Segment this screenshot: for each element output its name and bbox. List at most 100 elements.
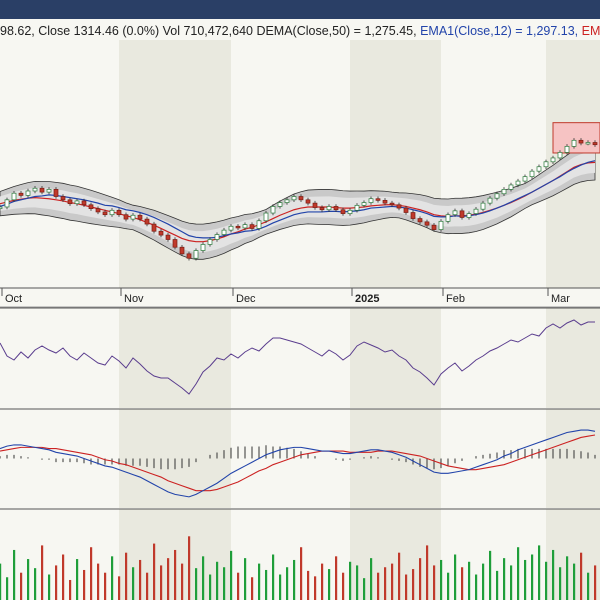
- candle-down: [39, 187, 45, 193]
- volume-bar: [426, 545, 429, 600]
- candle-up: [452, 210, 458, 216]
- candle-up: [585, 142, 591, 145]
- candle-down: [431, 224, 437, 230]
- month-label: 2025: [355, 293, 379, 305]
- volume-bar: [188, 536, 191, 600]
- candle-up: [242, 224, 248, 229]
- candle-up: [109, 209, 115, 216]
- volume-bar: [531, 554, 534, 600]
- volume-bar: [34, 568, 37, 600]
- volume-bar: [244, 558, 247, 600]
- volume-bar: [118, 576, 121, 600]
- volume-bar: [111, 556, 114, 600]
- candle-up: [550, 157, 556, 163]
- candle-down: [578, 139, 584, 144]
- candle-up: [207, 239, 213, 245]
- candle-up: [508, 184, 514, 190]
- volume-bar: [489, 550, 492, 600]
- candle-up: [501, 189, 507, 195]
- volume-bar: [405, 574, 408, 600]
- volume-bar: [454, 554, 457, 600]
- candle-down: [340, 209, 346, 214]
- month-band: [350, 40, 441, 288]
- volume-bar: [293, 559, 296, 600]
- candle-down: [312, 202, 318, 208]
- volume-bar: [0, 563, 2, 600]
- volume-bar: [279, 574, 282, 600]
- volume-bar: [300, 547, 303, 600]
- candle-down: [179, 246, 185, 255]
- candle-down: [102, 211, 108, 216]
- candle-up: [529, 170, 535, 178]
- candle-down: [67, 199, 73, 205]
- candle-up: [466, 213, 472, 218]
- candle-up: [326, 206, 332, 211]
- volume-bar: [538, 545, 541, 600]
- month-band: [350, 308, 441, 408]
- candle-up: [557, 152, 563, 159]
- volume-bar: [223, 567, 226, 600]
- candle-down: [81, 200, 87, 206]
- legend-ema1: EMA1(Close,12) = 1,297.13,: [420, 24, 579, 38]
- volume-bar: [167, 558, 170, 600]
- candle-down: [165, 234, 171, 240]
- candle-down: [88, 204, 94, 209]
- candle-down: [53, 189, 59, 197]
- volume-bar: [398, 552, 401, 600]
- volume-bar: [76, 559, 79, 600]
- volume-bar: [251, 577, 254, 600]
- volume-bar: [272, 554, 275, 600]
- macd-line: [0, 429, 596, 498]
- volume-bar: [496, 570, 499, 600]
- candle-up: [193, 250, 199, 259]
- volume-bar: [314, 576, 317, 600]
- candle-down: [186, 253, 192, 259]
- candle-up: [536, 166, 542, 172]
- candle-up: [46, 189, 52, 193]
- chart-legend: 98.62, Close 1314.46 (0.0%) Vol 710,472,…: [0, 22, 600, 40]
- volume-bar: [237, 572, 240, 600]
- volume-bar: [146, 572, 149, 600]
- candle-up: [200, 244, 206, 251]
- volume-bar: [181, 563, 184, 600]
- volume-bar: [517, 547, 520, 600]
- volume-bar: [440, 559, 443, 600]
- volume-bar: [475, 574, 478, 600]
- candle-down: [116, 209, 122, 216]
- candle-down: [298, 196, 304, 201]
- volume-bar: [307, 570, 310, 600]
- volume-bar: [363, 578, 366, 600]
- candle-up: [277, 202, 283, 207]
- volume-bar: [524, 559, 527, 600]
- volume-bar: [335, 556, 338, 600]
- candle-down: [382, 200, 388, 204]
- candle-down: [123, 214, 129, 220]
- volume-bar: [125, 552, 128, 600]
- volume-bar: [6, 577, 9, 600]
- volume-bar: [447, 572, 450, 600]
- volume-bar: [160, 565, 163, 600]
- candle-down: [375, 198, 381, 201]
- volume-bar: [510, 565, 513, 600]
- candle-up: [543, 161, 549, 168]
- header-bar: [0, 0, 600, 19]
- volume-bar: [153, 543, 156, 600]
- volume-bar: [139, 559, 142, 600]
- month-label: Mar: [551, 293, 570, 305]
- volume-bar: [174, 549, 177, 600]
- candle-up: [347, 209, 353, 214]
- macd-signal-line: [0, 434, 596, 492]
- volume-bar: [566, 556, 569, 600]
- candle-up: [74, 200, 80, 205]
- volume-bar: [209, 574, 212, 600]
- candle-up: [228, 225, 234, 231]
- volume-bar: [370, 558, 373, 600]
- volume-bar: [342, 572, 345, 600]
- volume-bar: [461, 567, 464, 600]
- volume-bar: [545, 561, 548, 600]
- candle-down: [95, 208, 101, 213]
- volume-bar: [384, 567, 387, 600]
- candle-up: [494, 193, 500, 199]
- volume-bar: [433, 565, 436, 600]
